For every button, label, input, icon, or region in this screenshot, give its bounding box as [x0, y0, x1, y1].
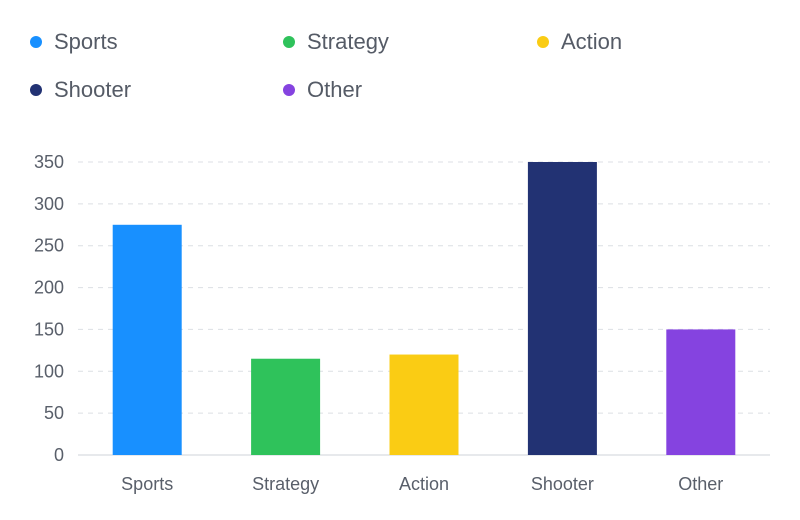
bar-strategy[interactable] — [251, 358, 321, 455]
y-tick-label: 50 — [44, 403, 64, 423]
x-tick-label: Other — [678, 474, 723, 494]
y-tick-label: 250 — [34, 236, 64, 256]
legend-dot-sports — [30, 36, 42, 48]
legend-item-other[interactable]: Other — [283, 75, 362, 105]
bar-shooter[interactable] — [527, 162, 597, 455]
y-tick-label: 350 — [34, 152, 64, 172]
legend-dot-action — [537, 36, 549, 48]
y-tick-label: 100 — [34, 361, 64, 381]
legend-label-strategy: Strategy — [307, 29, 389, 54]
legend-label-shooter: Shooter — [54, 77, 132, 102]
bar-other[interactable] — [666, 329, 736, 455]
x-tick-label: Action — [399, 474, 449, 494]
y-tick-label: 150 — [34, 319, 64, 339]
legend-dot-strategy — [283, 36, 295, 48]
legend-item-shooter[interactable]: Shooter — [30, 75, 131, 105]
legend-label-sports: Sports — [54, 29, 118, 54]
legend-item-strategy[interactable]: Strategy — [283, 27, 389, 57]
bar-action[interactable] — [389, 354, 459, 455]
x-tick-label: Sports — [121, 474, 173, 494]
y-tick-label: 0 — [54, 445, 64, 465]
legend-item-sports[interactable]: Sports — [30, 27, 118, 57]
bar-sports[interactable] — [112, 224, 182, 455]
legend-dot-shooter — [30, 84, 42, 96]
legend-label-action: Action — [561, 29, 623, 54]
legend-dot-other — [283, 84, 295, 96]
x-tick-label: Shooter — [531, 474, 594, 494]
x-tick-label: Strategy — [252, 474, 319, 494]
legend-item-action[interactable]: Action — [537, 27, 622, 57]
y-tick-label: 200 — [34, 278, 64, 298]
chart-legend: Sports Strategy Action Shooter Other — [0, 0, 800, 120]
y-tick-label: 300 — [34, 194, 64, 214]
legend-label-other: Other — [307, 77, 363, 102]
